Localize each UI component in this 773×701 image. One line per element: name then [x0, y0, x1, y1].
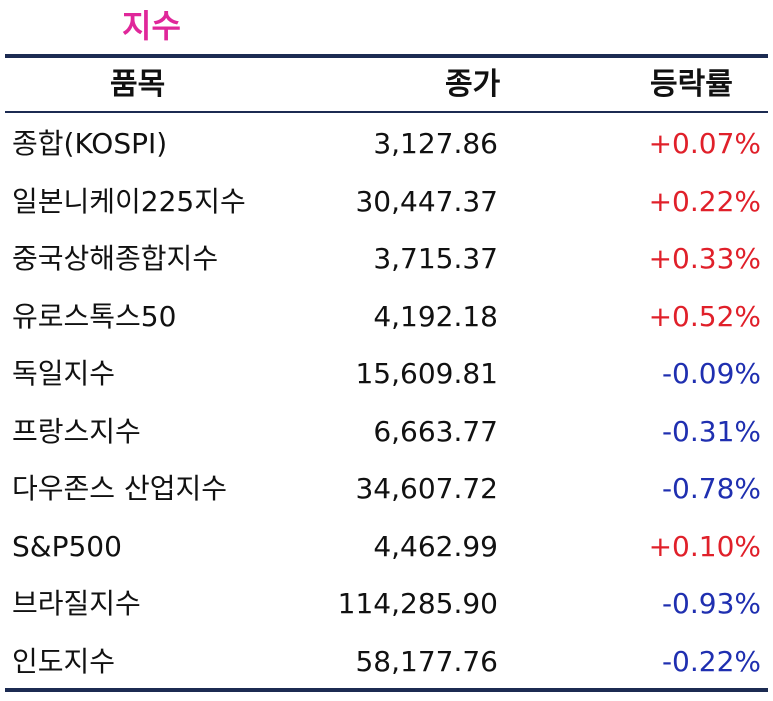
row-price: 34,607.72	[355, 472, 498, 505]
table-bottom-rule	[5, 688, 768, 692]
row-change: -0.09%	[661, 357, 761, 390]
page-title: 지수	[122, 7, 181, 45]
row-price: 30,447.37	[355, 184, 498, 218]
table-row: S&P500 4,462.99 +0.10%	[5, 518, 768, 576]
table-header: 품목 종가 등락률	[5, 58, 768, 111]
row-price: 3,715.37	[373, 242, 498, 275]
table-row: 종합(KOSPI) 3,127.86 +0.07%	[5, 115, 768, 173]
row-price: 3,127.86	[373, 127, 498, 160]
row-name: 브라질지수	[12, 587, 141, 620]
row-price: 58,177.76	[355, 644, 498, 678]
row-change: -0.78%	[661, 472, 761, 505]
row-change: +0.22%	[648, 184, 761, 218]
table-body: 종합(KOSPI) 3,127.86 +0.07% 일본니케이225지수 30,…	[5, 115, 768, 690]
row-price: 15,609.81	[355, 357, 498, 390]
table-row: 유로스톡스50 4,192.18 +0.52%	[5, 288, 768, 346]
row-change: -0.31%	[661, 414, 761, 448]
header-rule	[5, 111, 768, 113]
table-row: 브라질지수 114,285.90 -0.93%	[5, 575, 768, 633]
row-price: 4,192.18	[373, 299, 498, 333]
row-name: 다우존스 산업지수	[12, 472, 227, 505]
row-name: 독일지수	[12, 357, 116, 390]
row-name: 종합(KOSPI)	[12, 127, 168, 160]
table-row: 독일지수 15,609.81 -0.09%	[5, 345, 768, 403]
row-name: 중국상해종합지수	[12, 242, 219, 275]
row-change: -0.22%	[661, 644, 761, 678]
row-change: +0.07%	[648, 127, 761, 160]
row-name: 일본니케이225지수	[12, 184, 246, 218]
row-change: +0.10%	[648, 529, 761, 563]
table-row: 다우존스 산업지수 34,607.72 -0.78%	[5, 460, 768, 518]
row-price: 114,285.90	[337, 587, 498, 620]
table-row: 중국상해종합지수 3,715.37 +0.33%	[5, 230, 768, 288]
table-row: 인도지수 58,177.76 -0.22%	[5, 633, 768, 691]
table-row: 프랑스지수 6,663.77 -0.31%	[5, 403, 768, 461]
row-change: +0.52%	[648, 299, 761, 333]
row-name: 인도지수	[12, 644, 116, 678]
table-top-rule	[5, 54, 768, 58]
table-row: 일본니케이225지수 30,447.37 +0.22%	[5, 173, 768, 231]
row-name: 프랑스지수	[12, 414, 141, 448]
row-price: 6,663.77	[373, 414, 498, 448]
row-name: S&P500	[12, 529, 122, 563]
header-name: 품목	[110, 67, 166, 102]
row-change: +0.33%	[648, 242, 761, 275]
header-price: 종가	[445, 67, 501, 102]
row-change: -0.93%	[661, 587, 761, 620]
row-price: 4,462.99	[373, 529, 498, 563]
row-name: 유로스톡스50	[12, 299, 177, 333]
header-change: 등락률	[650, 67, 733, 102]
